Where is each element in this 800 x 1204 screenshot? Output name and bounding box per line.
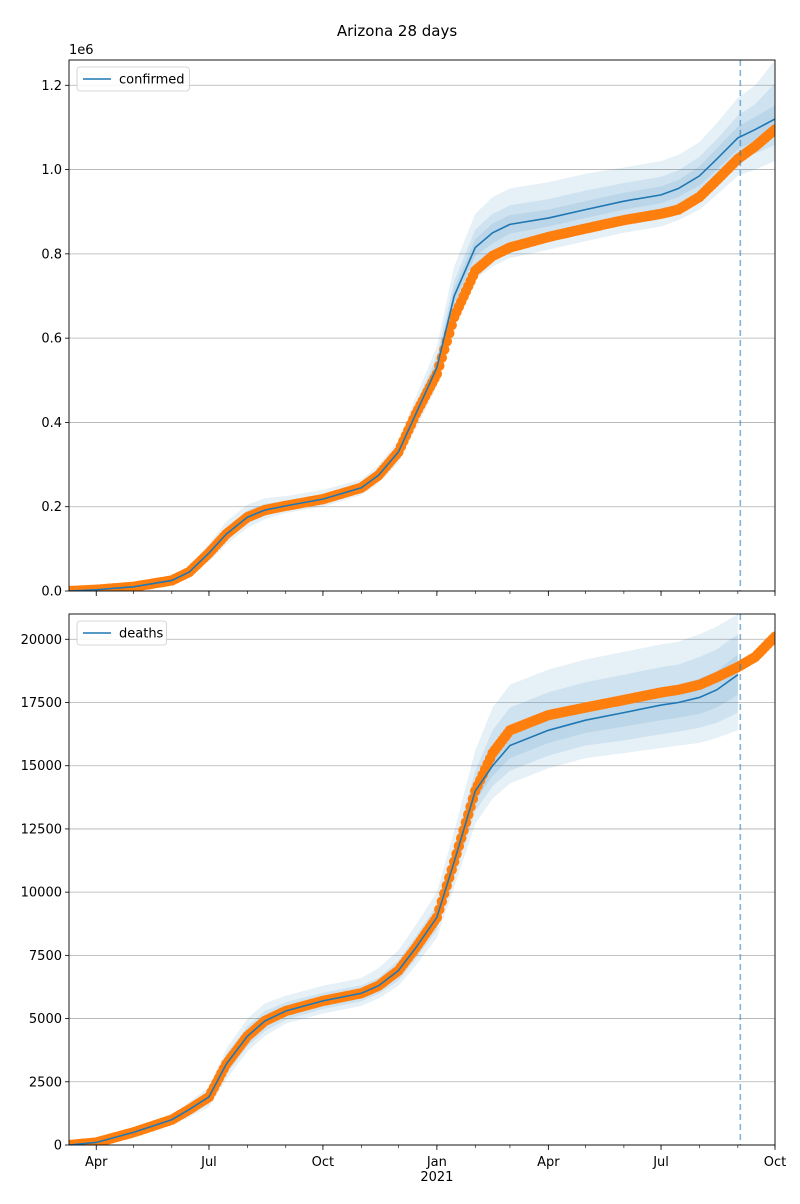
x-tick-label: Oct (764, 1155, 786, 1170)
x-tick-label: Apr (85, 1155, 108, 1170)
figure-title: Arizona 28 days (337, 22, 458, 40)
y-tick-label: 1.2 (41, 79, 62, 94)
y-tick-label: 12500 (21, 822, 62, 837)
axes-frame (68, 59, 776, 592)
x-tick-label: 2021 (420, 1170, 453, 1185)
x-tick-label: Jan (426, 1155, 447, 1170)
y-tick-label: 20000 (21, 633, 62, 648)
observed-point (444, 328, 455, 339)
y-tick-label: 15000 (21, 759, 62, 774)
observed-point (431, 368, 443, 380)
y-tick-label: 1.0 (41, 163, 62, 178)
legend: confirmed (76, 66, 190, 92)
observed-point (769, 631, 775, 642)
y-tick-label: 10000 (21, 886, 62, 901)
y-tick-label: 0.8 (41, 247, 62, 262)
legend-label: deaths (119, 627, 164, 642)
x-tick-label: Apr (537, 1155, 560, 1170)
observed-point (446, 320, 457, 331)
panel-confirmed: 0.0 0.2 0.4 0.6 0.8 1.0 1.2 1e6 confirmed (41, 43, 776, 600)
x-tick-label: Oct (312, 1155, 334, 1170)
y-tick-label: 17500 (21, 696, 62, 711)
uncertainty-band-1 (69, 83, 775, 591)
x-tick-label: Jul (652, 1155, 669, 1170)
observed-point (769, 124, 775, 135)
uncertainty-band-1 (69, 634, 738, 1145)
legend-label: confirmed (119, 73, 185, 88)
panel-deaths: 0 2500 5000 7500 10000 12500 15000 17500 20000 Ap… (21, 613, 786, 1185)
y-tick-label: 0.6 (41, 332, 62, 347)
model-line (69, 674, 739, 1145)
y-tick-label: 0.4 (41, 416, 62, 431)
y-tick-label: 2500 (29, 1075, 62, 1090)
legend: deaths (76, 620, 167, 646)
y-tick-label: 0 (54, 1139, 62, 1154)
y-tick-label: 0.2 (41, 500, 62, 515)
uncertainty-band-0 (69, 60, 775, 591)
y-offset-label: 1e6 (69, 43, 94, 58)
y-tick-label: 0.0 (41, 585, 62, 600)
x-tick-label: Jul (200, 1155, 217, 1170)
axes-frame (68, 613, 776, 1146)
y-tick-label: 7500 (29, 949, 62, 964)
y-tick-label: 5000 (29, 1012, 62, 1027)
uncertainty-band-0 (69, 614, 738, 1145)
model-line (69, 118, 775, 591)
